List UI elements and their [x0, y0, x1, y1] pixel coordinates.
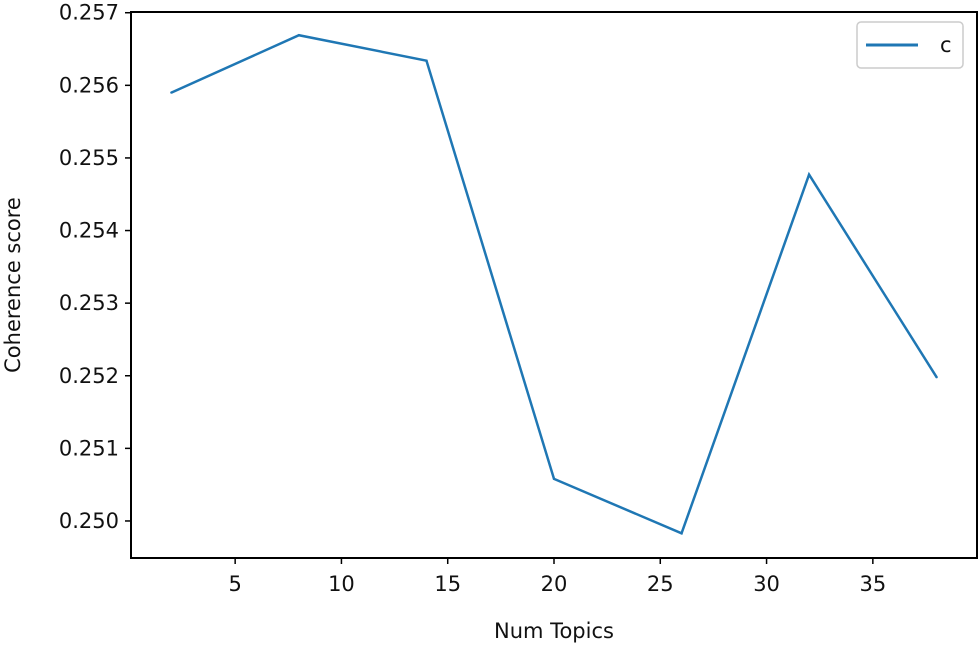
x-axis-ticks: 5 10 15 20 25 30 35 — [228, 558, 886, 596]
y-axis-ticks: 0.250 0.251 0.252 0.253 0.254 0.255 0.256 0.257 — [59, 1, 131, 533]
x-tick-label: 30 — [753, 572, 780, 596]
plot-frame — [130, 11, 978, 559]
x-tick-label: 35 — [859, 572, 886, 596]
data-point — [680, 532, 683, 535]
y-tick-label: 0.254 — [59, 219, 119, 243]
data-point — [297, 34, 301, 37]
x-axis-label: Num Topics — [494, 619, 614, 643]
y-axis-label: Coherence score — [1, 197, 25, 373]
data-point — [425, 59, 428, 62]
y-tick-label: 0.251 — [59, 436, 119, 460]
x-tick-label: 10 — [328, 572, 355, 596]
x-tick-label: 15 — [434, 572, 461, 596]
data-point — [935, 376, 938, 379]
data-point — [552, 477, 556, 481]
legend: c — [856, 21, 964, 69]
y-tick-label: 0.250 — [59, 509, 119, 533]
x-tick-label: 5 — [228, 572, 241, 596]
y-tick-label: 0.257 — [59, 1, 119, 25]
data-point — [807, 173, 811, 176]
data-point — [170, 91, 173, 94]
legend-label: c — [940, 33, 952, 57]
series-layer — [170, 33, 938, 535]
series-line-c — [170, 33, 938, 535]
y-tick-label: 0.253 — [59, 291, 119, 315]
y-tick-label: 0.256 — [59, 73, 119, 97]
y-tick-label: 0.252 — [59, 364, 119, 388]
y-tick-label: 0.255 — [59, 146, 119, 170]
x-tick-label: 20 — [541, 572, 568, 596]
x-tick-label: 25 — [647, 572, 674, 596]
